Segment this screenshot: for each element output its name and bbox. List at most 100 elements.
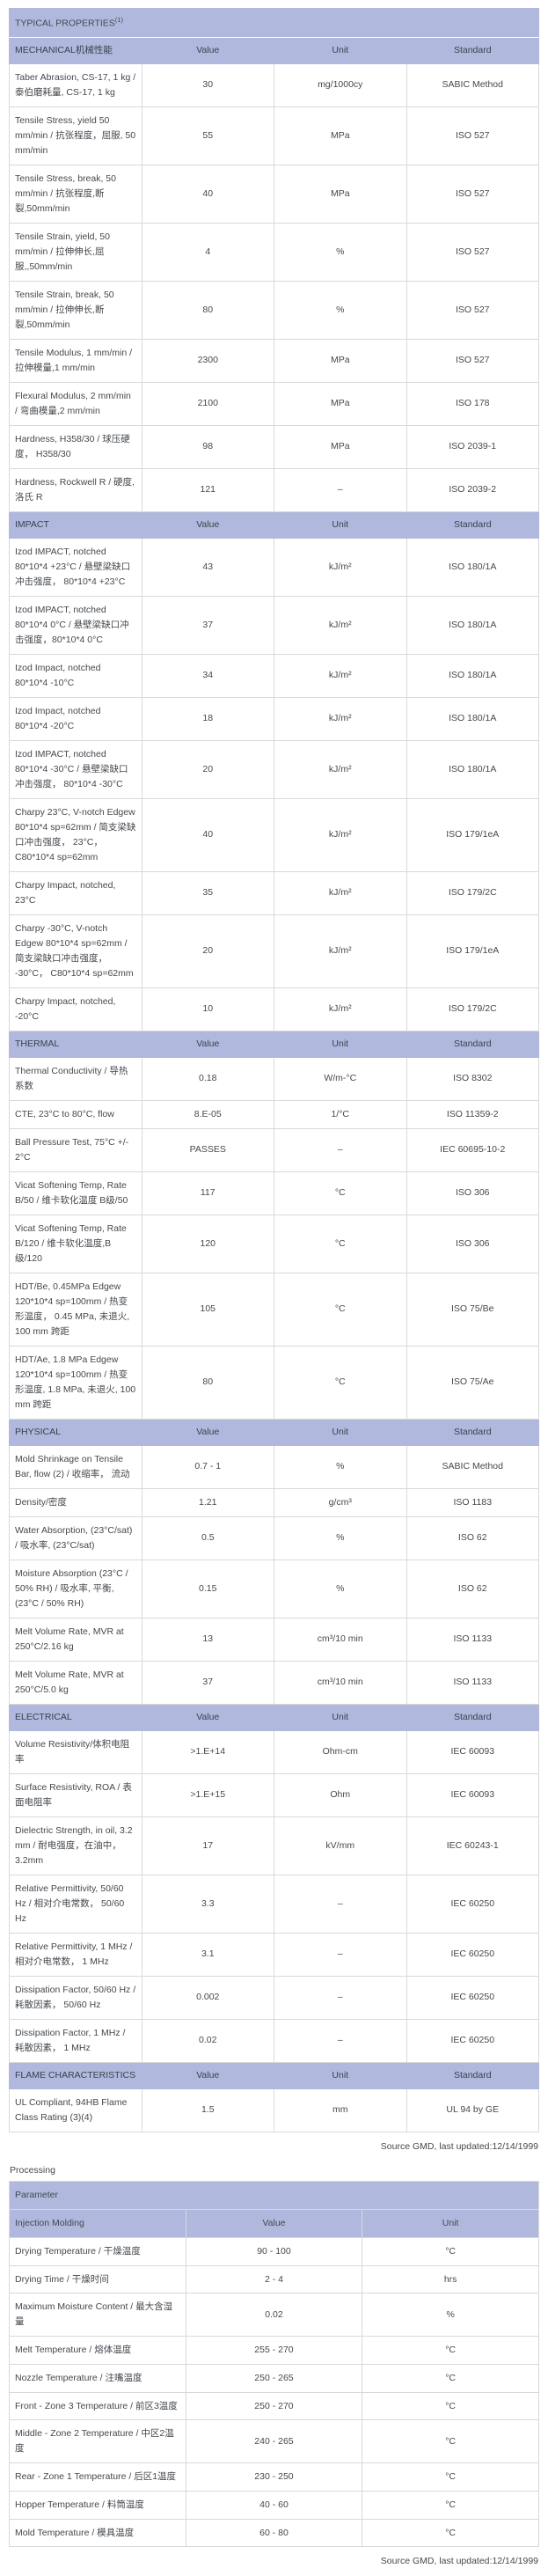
property-name: Tensile Modulus, 1 mm/min / 拉伸模量,1 mm/mi… (9, 338, 142, 383)
property-value: 40 (141, 164, 274, 224)
property-standard: SABIC Method (406, 1444, 539, 1489)
property-unit: kJ/m² (274, 537, 407, 597)
property-name: Izod IMPACT, notched 80*10*4 +23°C / 悬壁梁… (9, 537, 142, 597)
property-unit: – (274, 1975, 407, 2020)
property-standard: IEC 60093 (406, 1729, 539, 1774)
property-row: Volume Resistivity/体积电阻率 >1.E+14 Ohm-cm IEC… (9, 1729, 539, 1774)
property-unit: – (274, 2018, 407, 2063)
property-name: Hardness, H358/30 / 球压硬度， H358/30 (9, 424, 142, 469)
property-unit: MPa (274, 381, 407, 426)
property-row: Dielectric Strength, in oil, 3.2 mm / 耐电… (9, 1816, 539, 1875)
property-unit: °C (274, 1345, 407, 1420)
column-header-value: Value (141, 1030, 274, 1058)
property-row: Relative Permittivity, 50/60 Hz / 相对介电常数… (9, 1874, 539, 1934)
property-name: Taber Abrasion, CS-17, 1 kg / 泰伯磨耗量, CS-… (9, 62, 142, 107)
property-standard: IEC 60250 (406, 1874, 539, 1934)
property-standard: ISO 180/1A (406, 653, 539, 698)
processing-parameter-name: Front - Zone 3 Temperature / 前区3温度 (9, 2391, 186, 2421)
bottom-spacer (9, 2569, 539, 2576)
property-name: Charpy Impact, notched, 23°C (9, 870, 142, 915)
property-unit: kJ/m² (274, 914, 407, 988)
property-name: Izod IMPACT, notched 80*10*4 0°C / 悬壁梁缺口… (9, 595, 142, 655)
section-header-row: THERMAL Value Unit Standard (9, 1030, 539, 1058)
property-unit: mm (274, 2088, 407, 2132)
property-unit: g/cm³ (274, 1487, 407, 1517)
property-unit: – (274, 1127, 407, 1172)
column-header-value: Value (141, 36, 274, 64)
property-unit: kJ/m² (274, 653, 407, 698)
property-row: Tensile Stress, yield 50 mm/min / 抗张程度，屈… (9, 106, 539, 165)
column-header-value: Value (141, 2061, 274, 2089)
processing-parameter-unit: °C (362, 2462, 539, 2492)
property-row: Hardness, Rockwell R / 硬度, 洛氏 R 121– ISO 2… (9, 467, 539, 512)
section-header-label: FLAME CHARACTERISTICS (9, 2061, 142, 2089)
processing-row: Nozzle Temperature / 注嘴温度 250 - 265 °C (9, 2363, 539, 2393)
property-value: 120 (141, 1214, 274, 1273)
section-header-row: IMPACT Value Unit Standard (9, 510, 539, 539)
processing-row: Rear - Zone 1 Temperature / 后区1温度 230 - 2… (9, 2462, 539, 2492)
column-header-standard: Standard (406, 510, 539, 539)
property-unit: % (274, 1559, 407, 1618)
property-standard: ISO 527 (406, 222, 539, 282)
property-value: 20 (141, 914, 274, 988)
property-unit: MPa (274, 424, 407, 469)
property-standard: ISO 179/2C (406, 870, 539, 915)
property-name: Tensile Stress, break, 50 mm/min / 抗张程度,… (9, 164, 142, 224)
processing-parameter-unit: °C (362, 2336, 539, 2365)
property-value: 10 (141, 987, 274, 1031)
property-standard: ISO 306 (406, 1171, 539, 1215)
property-standard: ISO 179/1eA (406, 914, 539, 988)
property-value: 80 (141, 1345, 274, 1420)
property-unit: kJ/m² (274, 797, 407, 872)
property-row: Tensile Stress, break, 50 mm/min / 抗张程度,… (9, 164, 539, 224)
property-value: PASSES (141, 1127, 274, 1172)
property-unit: – (274, 467, 407, 512)
property-name: Izod Impact, notched 80*10*4 -10°C (9, 653, 142, 698)
property-value: 3.1 (141, 1932, 274, 1977)
property-name: Dissipation Factor, 50/60 Hz / 耗散因素， 50/… (9, 1975, 142, 2020)
property-name: CTE, 23°C to 80°C, flow (9, 1099, 142, 1129)
property-unit: kV/mm (274, 1816, 407, 1875)
property-value: 35 (141, 870, 274, 915)
column-header-standard: Standard (406, 1703, 539, 1731)
property-row: Ball Pressure Test, 75°C +/- 2°C PASSES – I… (9, 1127, 539, 1172)
property-standard: ISO 75/Ae (406, 1345, 539, 1420)
processing-parameter-value: 255 - 270 (185, 2336, 363, 2365)
property-name: HDT/Ae, 1.8 MPa Edgew 120*10*4 sp=100mm … (9, 1345, 142, 1420)
processing-table: Parameter Injection Molding Value Unit D… (9, 2181, 539, 2548)
property-name: HDT/Be, 0.45MPa Edgew 120*10*4 sp=100mm … (9, 1272, 142, 1347)
property-value: 0.02 (141, 2018, 274, 2063)
property-standard: ISO 178 (406, 381, 539, 426)
property-standard: IEC 60695-10-2 (406, 1127, 539, 1172)
processing-parameter-name: Rear - Zone 1 Temperature / 后区1温度 (9, 2462, 186, 2492)
property-name: Vicat Softening Temp, Rate B/50 / 维卡软化温度… (9, 1171, 142, 1215)
property-value: 2300 (141, 338, 274, 383)
processing-parameter-header: Parameter (9, 2181, 539, 2211)
processing-parameter-value: 250 - 270 (185, 2391, 363, 2421)
property-row: Water Absorption, (23°C/sat) / 吸水率, (23°… (9, 1516, 539, 1560)
column-header-unit: Unit (274, 1703, 407, 1731)
typical-properties-body: TYPICAL PROPERTIES(1) (9, 8, 539, 38)
section-header-label: PHYSICAL (9, 1418, 142, 1446)
property-value: 37 (141, 1660, 274, 1705)
typical-properties-title-cell: TYPICAL PROPERTIES(1) (9, 8, 539, 38)
property-value: 117 (141, 1171, 274, 1215)
property-unit: % (274, 1444, 407, 1489)
property-unit: kJ/m² (274, 739, 407, 799)
property-name: Relative Permittivity, 1 MHz / 相对介电常数， 1… (9, 1932, 142, 1977)
property-value: 30 (141, 62, 274, 107)
property-name: Moisture Absorption (23°C / 50% RH) / 吸水… (9, 1559, 142, 1618)
property-value: 0.18 (141, 1056, 274, 1101)
processing-row: Melt Temperature / 熔体温度 255 - 270 °C (9, 2336, 539, 2365)
property-row: HDT/Ae, 1.8 MPa Edgew 120*10*4 sp=100mm … (9, 1345, 539, 1420)
property-name: Tensile Stress, yield 50 mm/min / 抗张程度，屈… (9, 106, 142, 165)
property-name: UL Compliant, 94HB Flame Class Rating (3… (9, 2088, 142, 2132)
property-value: 8.E-05 (141, 1099, 274, 1129)
property-standard: ISO 2039-1 (406, 424, 539, 469)
property-standard: ISO 2039-2 (406, 467, 539, 512)
section-header-row: MECHANICAL机械性能 Value Unit Standard (9, 36, 539, 64)
processing-subheader-label: Injection Molding (9, 2209, 186, 2238)
property-standard: ISO 527 (406, 280, 539, 340)
property-unit: mg/1000cy (274, 62, 407, 107)
property-name: Melt Volume Rate, MVR at 250°C/2.16 kg (9, 1617, 142, 1662)
